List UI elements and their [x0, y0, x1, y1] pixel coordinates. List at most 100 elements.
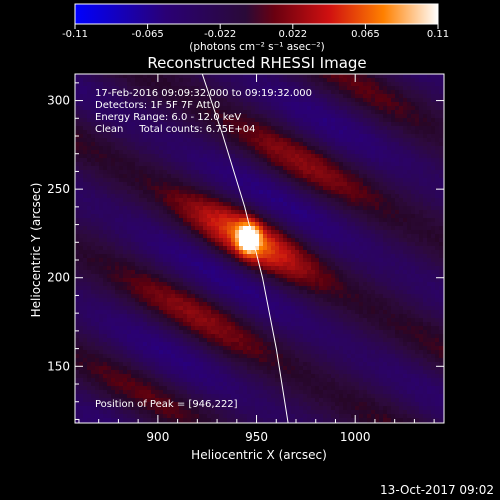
heatmap-cell	[363, 146, 367, 150]
heatmap-cell	[399, 154, 403, 158]
heatmap-cell	[331, 190, 335, 194]
heatmap-cell	[359, 278, 363, 282]
heatmap-cell	[295, 130, 299, 134]
heatmap-cell	[191, 110, 195, 114]
heatmap-cell	[91, 270, 95, 274]
heatmap-cell	[315, 278, 319, 282]
heatmap-cell	[207, 166, 211, 170]
heatmap-cell	[399, 170, 403, 174]
heatmap-cell	[95, 238, 99, 242]
heatmap-cell	[203, 158, 207, 162]
heatmap-cell	[235, 218, 239, 222]
heatmap-cell	[123, 238, 127, 242]
heatmap-cell	[319, 130, 323, 134]
heatmap-cell	[151, 254, 155, 258]
heatmap-cell	[255, 218, 259, 222]
heatmap-cell	[411, 238, 415, 242]
heatmap-cell	[267, 126, 271, 130]
heatmap-cell	[351, 102, 355, 106]
heatmap-cell	[135, 230, 139, 234]
heatmap-cell	[439, 202, 443, 206]
heatmap-cell	[163, 74, 167, 78]
heatmap-cell	[283, 282, 287, 286]
heatmap-cell	[379, 106, 383, 110]
heatmap-cell	[327, 246, 331, 250]
heatmap-cell	[327, 130, 331, 134]
heatmap-cell	[151, 154, 155, 158]
heatmap-cell	[175, 190, 179, 194]
heatmap-cell	[107, 174, 111, 178]
heatmap-cell	[343, 94, 347, 98]
heatmap-cell	[231, 186, 235, 190]
heatmap-cell	[87, 102, 91, 106]
heatmap-cell	[207, 158, 211, 162]
heatmap-cell	[163, 154, 167, 158]
heatmap-cell	[355, 118, 359, 122]
heatmap-cell	[115, 82, 119, 86]
heatmap-cell	[147, 278, 151, 282]
heatmap-cell	[271, 178, 275, 182]
heatmap-cell	[167, 234, 171, 238]
heatmap-cell	[419, 134, 423, 138]
heatmap-cell	[195, 262, 199, 266]
heatmap-cell	[171, 286, 175, 290]
heatmap-cell	[379, 170, 383, 174]
heatmap-cell	[363, 106, 367, 110]
heatmap-cell	[287, 138, 291, 142]
heatmap-cell	[139, 102, 143, 106]
heatmap-cell	[403, 206, 407, 210]
heatmap-cell	[275, 162, 279, 166]
heatmap-cell	[199, 138, 203, 142]
heatmap-cell	[415, 174, 419, 178]
heatmap-cell	[131, 78, 135, 82]
heatmap-cell	[243, 258, 247, 262]
heatmap-cell	[427, 198, 431, 202]
heatmap-cell	[267, 238, 271, 242]
heatmap-cell	[119, 182, 123, 186]
heatmap-cell	[359, 126, 363, 130]
heatmap-cell	[243, 162, 247, 166]
heatmap-cell	[431, 182, 435, 186]
heatmap-cell	[183, 90, 187, 94]
heatmap-cell	[123, 190, 127, 194]
heatmap-cell	[355, 142, 359, 146]
heatmap-cell	[407, 94, 411, 98]
heatmap-cell	[167, 90, 171, 94]
heatmap-cell	[427, 182, 431, 186]
heatmap-cell	[179, 282, 183, 286]
heatmap-cell	[439, 174, 443, 178]
heatmap-cell	[243, 178, 247, 182]
heatmap-cell	[191, 102, 195, 106]
heatmap-cell	[111, 214, 115, 218]
heatmap-cell	[135, 186, 139, 190]
heatmap-cell	[363, 246, 367, 250]
heatmap-cell	[147, 134, 151, 138]
heatmap-cell	[79, 86, 83, 90]
heatmap-cell	[407, 250, 411, 254]
heatmap-cell	[371, 250, 375, 254]
heatmap-cell	[435, 166, 439, 170]
heatmap-cell	[95, 274, 99, 278]
heatmap-cell	[303, 102, 307, 106]
heatmap-cell	[199, 154, 203, 158]
heatmap-cell	[279, 222, 283, 226]
heatmap-cell	[311, 186, 315, 190]
heatmap-cell	[379, 234, 383, 238]
heatmap-cell	[211, 286, 215, 290]
heatmap-cell	[247, 210, 251, 214]
heatmap-cell	[423, 86, 427, 90]
heatmap-cell	[83, 222, 87, 226]
heatmap-cell	[171, 114, 175, 118]
heatmap-cell	[271, 130, 275, 134]
heatmap-cell	[363, 78, 367, 82]
heatmap-cell	[343, 242, 347, 246]
heatmap-cell	[315, 250, 319, 254]
heatmap-cell	[103, 102, 107, 106]
heatmap-cell	[419, 214, 423, 218]
heatmap-cell	[223, 226, 227, 230]
heatmap-cell	[191, 258, 195, 262]
heatmap-cell	[431, 238, 435, 242]
heatmap-cell	[115, 282, 119, 286]
heatmap-cell	[415, 186, 419, 190]
heatmap-cell	[239, 262, 243, 266]
